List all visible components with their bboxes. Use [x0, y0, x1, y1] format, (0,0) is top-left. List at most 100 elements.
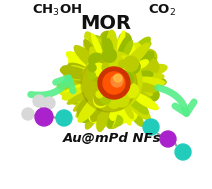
Circle shape — [101, 94, 110, 104]
Ellipse shape — [113, 39, 120, 62]
Ellipse shape — [124, 43, 149, 69]
Circle shape — [83, 100, 98, 116]
Text: CH$_3$OH: CH$_3$OH — [32, 3, 82, 18]
Ellipse shape — [128, 77, 164, 88]
Circle shape — [146, 89, 159, 101]
Ellipse shape — [62, 66, 96, 78]
Circle shape — [144, 56, 156, 68]
Ellipse shape — [136, 68, 157, 77]
Circle shape — [121, 35, 132, 46]
Ellipse shape — [132, 93, 158, 110]
Circle shape — [87, 36, 104, 53]
Ellipse shape — [129, 51, 154, 70]
Ellipse shape — [71, 66, 92, 74]
Ellipse shape — [110, 99, 114, 123]
Ellipse shape — [77, 91, 101, 114]
Ellipse shape — [96, 104, 108, 130]
Ellipse shape — [85, 32, 103, 62]
Circle shape — [84, 39, 96, 51]
Circle shape — [160, 131, 176, 147]
Ellipse shape — [78, 94, 102, 122]
Ellipse shape — [66, 52, 93, 70]
Circle shape — [87, 37, 101, 51]
Ellipse shape — [105, 39, 113, 60]
Circle shape — [120, 72, 134, 85]
Circle shape — [88, 72, 96, 79]
Ellipse shape — [117, 36, 131, 65]
Ellipse shape — [134, 83, 156, 93]
Circle shape — [94, 92, 108, 105]
Ellipse shape — [65, 84, 94, 96]
Ellipse shape — [134, 60, 148, 69]
Ellipse shape — [132, 69, 157, 76]
Circle shape — [56, 110, 72, 126]
Circle shape — [118, 56, 131, 69]
Circle shape — [97, 109, 114, 126]
Text: Au@mPd NFs: Au@mPd NFs — [63, 132, 161, 146]
Ellipse shape — [68, 63, 88, 74]
Circle shape — [124, 84, 139, 98]
Ellipse shape — [124, 92, 148, 114]
Circle shape — [67, 87, 83, 103]
Ellipse shape — [121, 38, 129, 56]
Circle shape — [100, 31, 114, 45]
Circle shape — [86, 37, 96, 47]
Circle shape — [89, 110, 102, 122]
Circle shape — [93, 37, 113, 57]
Circle shape — [78, 109, 91, 122]
Ellipse shape — [74, 95, 93, 111]
Ellipse shape — [84, 40, 100, 63]
Circle shape — [81, 56, 137, 112]
Circle shape — [96, 92, 108, 104]
Ellipse shape — [90, 47, 103, 65]
Circle shape — [98, 67, 130, 99]
Ellipse shape — [134, 71, 153, 80]
Ellipse shape — [87, 52, 98, 64]
Circle shape — [22, 108, 34, 120]
Circle shape — [77, 94, 87, 104]
Circle shape — [103, 72, 125, 94]
Circle shape — [105, 114, 119, 128]
Ellipse shape — [134, 62, 146, 70]
Ellipse shape — [125, 43, 151, 68]
Ellipse shape — [62, 88, 88, 100]
Ellipse shape — [91, 94, 107, 121]
Ellipse shape — [132, 83, 155, 90]
Circle shape — [112, 61, 123, 72]
FancyArrowPatch shape — [158, 88, 194, 113]
Circle shape — [91, 69, 102, 81]
Ellipse shape — [57, 80, 92, 89]
Ellipse shape — [123, 41, 133, 58]
Circle shape — [114, 103, 132, 121]
Text: MOR: MOR — [81, 14, 131, 33]
Circle shape — [94, 93, 107, 107]
Circle shape — [119, 33, 131, 44]
Circle shape — [69, 52, 87, 70]
Circle shape — [114, 74, 122, 82]
Ellipse shape — [126, 101, 143, 126]
Circle shape — [175, 144, 191, 160]
Circle shape — [65, 65, 79, 80]
Ellipse shape — [78, 49, 99, 69]
Circle shape — [142, 49, 157, 64]
Ellipse shape — [64, 73, 89, 80]
Circle shape — [82, 51, 142, 111]
Ellipse shape — [108, 40, 120, 63]
Ellipse shape — [76, 99, 94, 117]
Ellipse shape — [84, 98, 99, 115]
Ellipse shape — [93, 98, 104, 115]
Circle shape — [111, 75, 123, 87]
Circle shape — [140, 84, 153, 97]
Circle shape — [33, 95, 45, 107]
Circle shape — [35, 108, 53, 126]
Circle shape — [103, 49, 116, 62]
Circle shape — [127, 60, 140, 74]
Ellipse shape — [118, 46, 128, 61]
Circle shape — [143, 60, 154, 71]
Circle shape — [123, 56, 138, 71]
Ellipse shape — [65, 70, 89, 77]
Ellipse shape — [106, 98, 114, 128]
Ellipse shape — [74, 46, 101, 71]
Ellipse shape — [76, 78, 92, 83]
Circle shape — [108, 93, 122, 107]
